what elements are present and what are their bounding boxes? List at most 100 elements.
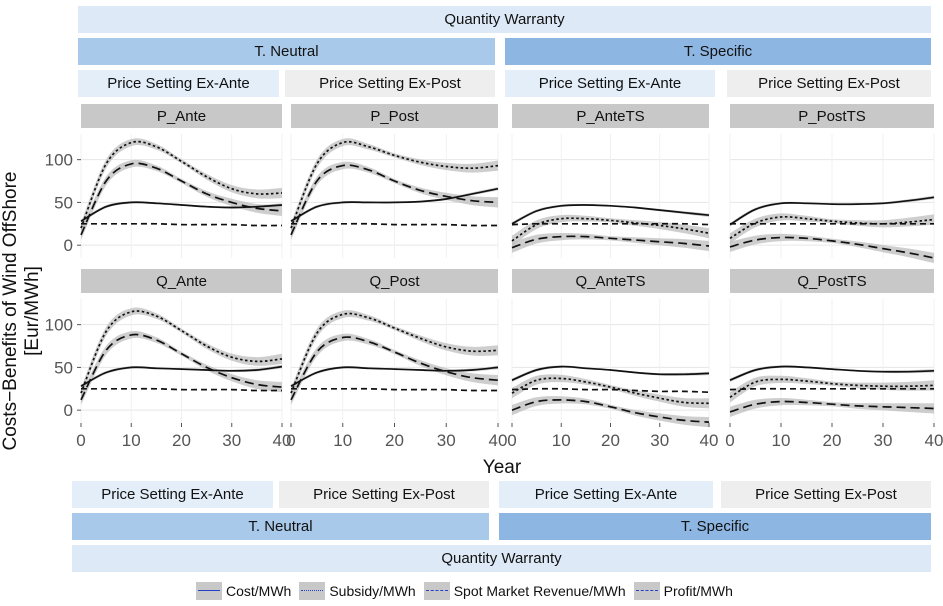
panel-strip bbox=[512, 269, 709, 293]
legend-key-solid-icon bbox=[196, 582, 222, 600]
subsidy-line bbox=[511, 217, 710, 242]
profit-line bbox=[290, 336, 499, 401]
col-group-specific-bottom: T. Specific bbox=[499, 513, 931, 540]
profit-line bbox=[729, 236, 935, 259]
legend-label-profit: Profit/MWh bbox=[663, 583, 733, 599]
col-group-neutral-bottom: T. Neutral bbox=[72, 513, 489, 540]
subsidy-confidence-band bbox=[512, 214, 709, 246]
panel-strip bbox=[730, 104, 934, 128]
subsidy-line bbox=[290, 312, 499, 394]
spot-line bbox=[290, 387, 499, 392]
panel-strip bbox=[291, 104, 498, 128]
y-tick-label: 100 bbox=[45, 316, 73, 335]
subsidy-confidence-band bbox=[512, 374, 709, 409]
x-tick-label: 10 bbox=[333, 431, 352, 450]
panel-strip-label: Q_AnteTS bbox=[575, 273, 645, 290]
legend-label-cost: Cost/MWh bbox=[226, 583, 292, 599]
bottom-facet-title: Quantity Warranty bbox=[72, 545, 931, 572]
x-tick-label: 0 bbox=[286, 431, 295, 450]
profit-confidence-band bbox=[730, 398, 934, 417]
profit-line bbox=[80, 162, 283, 236]
legend-key-dotted-icon bbox=[299, 582, 326, 600]
subsidy-confidence-band bbox=[730, 213, 934, 244]
profit-line bbox=[511, 235, 710, 249]
subsidy-confidence-band bbox=[291, 138, 498, 234]
x-tick-label: 30 bbox=[222, 431, 241, 450]
cost-line bbox=[80, 365, 283, 387]
x-tick-label: 20 bbox=[601, 431, 620, 450]
profit-line bbox=[290, 164, 499, 236]
cost-line bbox=[729, 196, 935, 226]
subsidy-line bbox=[511, 377, 710, 405]
col-subgroup-4-bottom: Price Setting Ex-Post bbox=[721, 481, 931, 508]
x-tick-label: 20 bbox=[172, 431, 191, 450]
x-tick-label: 30 bbox=[437, 431, 456, 450]
x-tick-label: 20 bbox=[385, 431, 404, 450]
y-tick-label: 50 bbox=[54, 358, 73, 377]
panel-strip-label: Q_Ante bbox=[156, 273, 207, 290]
cost-line bbox=[511, 365, 710, 381]
subsidy-confidence-band bbox=[730, 375, 934, 403]
profit-confidence-band bbox=[512, 232, 709, 253]
y-tick-label: 0 bbox=[64, 236, 73, 255]
legend-item-cost: Cost/MWh bbox=[196, 582, 291, 600]
profit-confidence-band bbox=[512, 396, 709, 428]
cost-line bbox=[290, 366, 499, 387]
legend-item-profit: Profit/MWh bbox=[633, 582, 733, 600]
col-subgroup-2-top: Price Setting Ex-Post bbox=[285, 70, 495, 97]
spot-line bbox=[80, 222, 283, 227]
panel-strip-label: P_Post bbox=[370, 108, 419, 125]
panel-strip bbox=[730, 269, 934, 293]
spot-line bbox=[511, 222, 710, 226]
x-axis-label: Year bbox=[482, 457, 522, 478]
y-tick-label: 50 bbox=[54, 193, 73, 212]
x-tick-label: 10 bbox=[552, 431, 571, 450]
spot-line bbox=[511, 387, 710, 394]
legend-label-spot: Spot Market Revenue/MWh bbox=[453, 583, 626, 599]
subsidy-line bbox=[290, 140, 499, 229]
panel-strip-label: Q_Post bbox=[369, 273, 420, 290]
col-subgroup-3-top: Price Setting Ex-Ante bbox=[505, 70, 715, 97]
x-tick-label: 10 bbox=[772, 431, 791, 450]
x-tick-label: 40 bbox=[925, 431, 943, 450]
col-subgroup-1-bottom: Price Setting Ex-Ante bbox=[72, 481, 273, 508]
panel-strip bbox=[291, 269, 498, 293]
cost-line bbox=[290, 187, 499, 222]
cost-line bbox=[511, 204, 710, 225]
spot-line bbox=[80, 387, 283, 392]
legend-item-spot: Spot Market Revenue/MWh bbox=[423, 582, 626, 600]
x-tick-label: 40 bbox=[700, 431, 719, 450]
y-axis-label: Costs−Benefits of Wind OffShore [Eur/MWh… bbox=[0, 171, 43, 451]
y-tick-label: 100 bbox=[45, 151, 73, 170]
profit-line bbox=[511, 399, 710, 423]
panel-strip bbox=[81, 104, 282, 128]
spot-line bbox=[290, 222, 499, 227]
subsidy-line bbox=[729, 378, 935, 399]
panel-strip-label: P_AnteTS bbox=[576, 108, 644, 125]
col-subgroup-1-top: Price Setting Ex-Ante bbox=[78, 70, 279, 97]
profit-line bbox=[729, 400, 935, 413]
col-group-specific-top: T. Specific bbox=[505, 38, 931, 65]
spot-line bbox=[729, 387, 934, 391]
legend: Cost/MWh Subsidy/MWh Spot Market Revenue… bbox=[196, 581, 741, 601]
subsidy-line bbox=[80, 140, 283, 229]
cost-line bbox=[729, 365, 935, 381]
col-group-neutral-top: T. Neutral bbox=[78, 38, 495, 65]
x-tick-label: 10 bbox=[122, 431, 141, 450]
profit-line bbox=[80, 333, 283, 401]
legend-key-dashed-icon bbox=[423, 582, 450, 600]
legend-label-subsidy: Subsidy/MWh bbox=[329, 583, 416, 599]
x-tick-label: 40 bbox=[273, 431, 292, 450]
profit-confidence-band bbox=[730, 233, 934, 264]
panel-strip bbox=[512, 104, 709, 128]
x-tick-label: 40 bbox=[489, 431, 508, 450]
panel-strip-label: P_Ante bbox=[157, 108, 206, 125]
y-tick-label: 0 bbox=[64, 401, 73, 420]
x-tick-label: 0 bbox=[76, 431, 85, 450]
legend-item-subsidy: Subsidy/MWh bbox=[299, 582, 416, 600]
col-subgroup-4-top: Price Setting Ex-Post bbox=[727, 70, 931, 97]
top-facet-title: Quantity Warranty bbox=[78, 6, 931, 33]
panel-strip bbox=[81, 269, 282, 293]
panel-strip-label: Q_PostTS bbox=[797, 273, 866, 290]
